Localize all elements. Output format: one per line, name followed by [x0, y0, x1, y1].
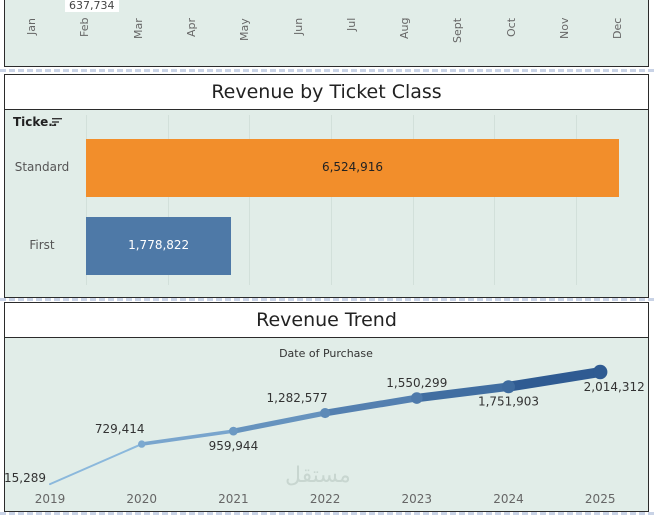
month-tick-label: Aug	[398, 18, 412, 40]
trend-line-segment	[321, 394, 421, 417]
divider	[0, 69, 655, 72]
year-tick-label: 2023	[402, 492, 433, 506]
month-tick-label: Oct	[504, 18, 518, 38]
gridline	[412, 115, 414, 285]
trend-line-segment	[412, 382, 513, 403]
month-tick-label: Dec	[611, 18, 625, 40]
gridline	[576, 115, 578, 285]
trend-value-label: 15,289	[5, 471, 46, 485]
trend-point[interactable]	[502, 380, 515, 394]
bar-value-label: 1,778,822	[128, 238, 190, 252]
gridline	[167, 115, 169, 285]
trend-point[interactable]	[411, 392, 423, 404]
ticket-class-panel: Revenue by Ticket Class Ticke.. Standard…	[4, 74, 649, 298]
divider	[0, 512, 655, 515]
revenue-trend-chart: Date of Purchase 15,289 729,414 959,944 1,28…	[5, 347, 645, 506]
month-tick-label: Jan	[25, 18, 38, 35]
year-tick-label: 2019	[35, 492, 66, 506]
trend-point[interactable]	[138, 440, 146, 448]
year-tick-label: 2020	[126, 492, 157, 506]
monthly-chart-panel: 637,734 Jan Feb Mar Apr May Jun Jul Aug Sept Oct N…	[4, 0, 649, 67]
ticket-class-header[interactable]: Ticke..	[13, 115, 58, 129]
month-tick-label: May	[238, 18, 252, 41]
trend-value-label: 959,944	[209, 439, 259, 453]
year-tick-label: 2022	[310, 492, 341, 506]
trend-value-label: 1,751,903	[478, 395, 539, 409]
month-tick-label: Mar	[131, 18, 145, 39]
watermark-logo: مستقل	[285, 463, 351, 488]
bar-value-label: 6,524,916	[321, 160, 384, 174]
ticket-class-title: Revenue by Ticket Class	[5, 75, 648, 110]
trend-line-segment	[230, 410, 328, 434]
trend-point[interactable]	[320, 407, 331, 419]
month-tick-label: Apr	[184, 18, 198, 38]
trend-point[interactable]	[229, 426, 238, 436]
gridline	[331, 115, 333, 285]
trend-line-segment	[139, 429, 236, 446]
category-label: First	[29, 238, 55, 252]
divider	[0, 298, 655, 301]
month-tick-label: Feb	[78, 18, 92, 38]
trend-value-label: 729,414	[95, 422, 145, 436]
year-tick-label: 2024	[493, 492, 524, 506]
month-tick-label: Jul	[344, 18, 358, 32]
trend-line-segment	[49, 443, 143, 486]
axis-title: Date of Purchase	[279, 347, 373, 360]
revenue-trend-title: Revenue Trend	[5, 303, 648, 338]
trend-value-label: 2,014,312	[584, 380, 645, 394]
trend-point[interactable]	[593, 364, 608, 380]
year-tick-label: 2021	[218, 492, 249, 506]
bar-standard[interactable]	[86, 139, 619, 197]
gridline	[494, 115, 496, 285]
monthly-value-label: 637,734	[65, 0, 119, 12]
month-tick-label: Jun	[291, 18, 305, 36]
month-tick-label: Nov	[558, 18, 571, 40]
trend-line-segment	[503, 367, 606, 392]
trend-value-label: 1,282,577	[267, 391, 328, 405]
category-label: Standard	[14, 160, 70, 174]
gridline	[86, 115, 87, 285]
revenue-trend-panel: Revenue Trend Date of Purchase 15,289 729,…	[4, 302, 649, 512]
year-tick-label: 2025	[585, 492, 616, 506]
gridline	[249, 115, 251, 285]
month-tick-label: Sept	[451, 18, 465, 44]
bar-first[interactable]	[86, 217, 232, 275]
trend-value-label: 1,550,299	[386, 376, 447, 390]
sort-descending-icon[interactable]	[52, 117, 62, 127]
